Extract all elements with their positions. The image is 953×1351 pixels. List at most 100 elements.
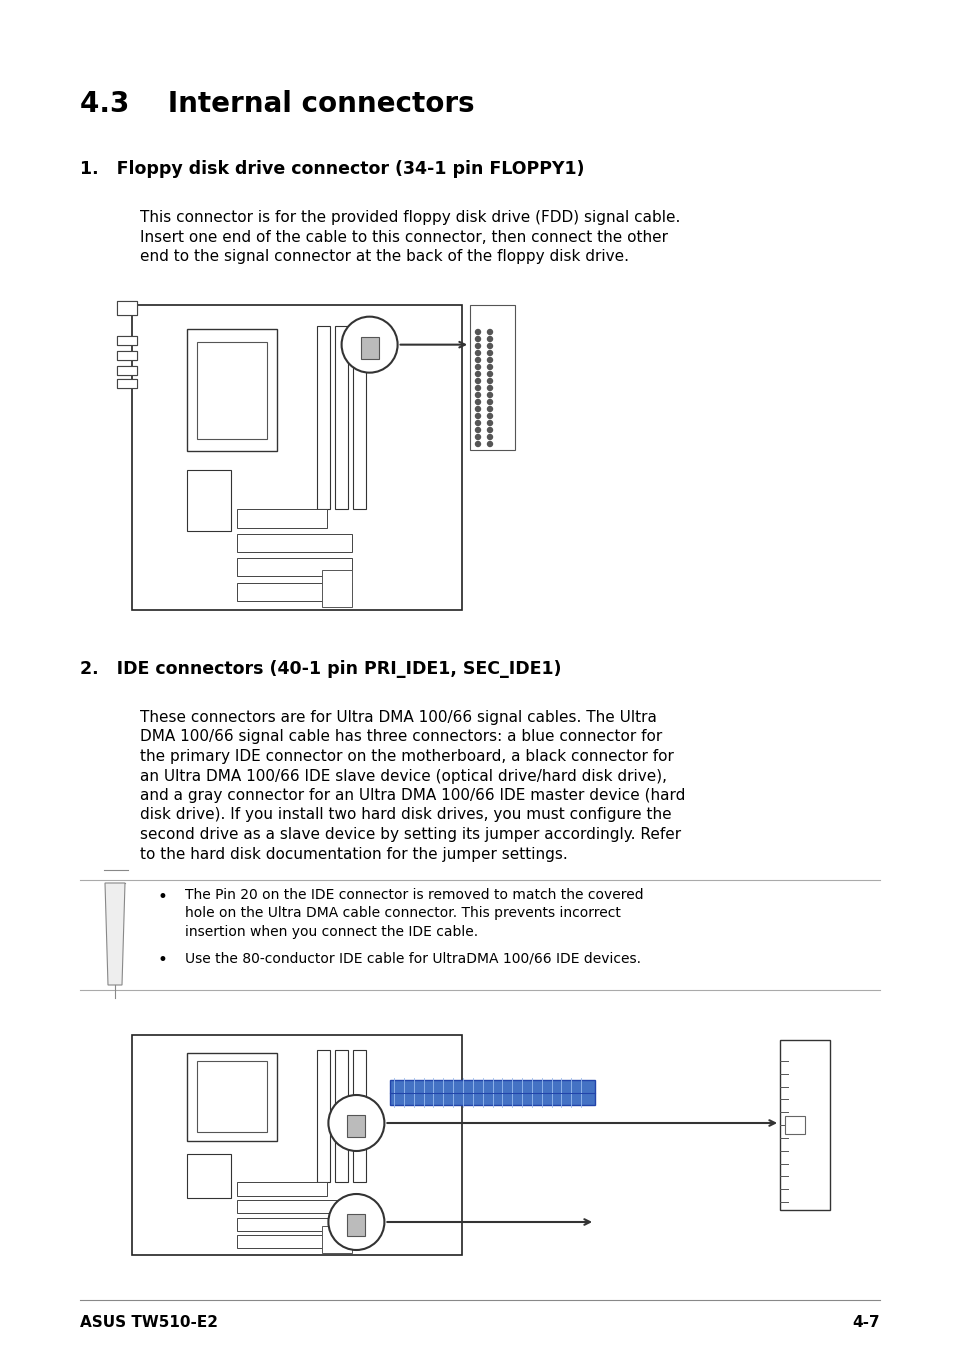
Bar xyxy=(390,1079,595,1105)
Bar xyxy=(117,336,137,345)
Bar xyxy=(353,327,366,509)
Circle shape xyxy=(487,442,492,446)
Circle shape xyxy=(475,427,480,432)
Bar xyxy=(335,1050,348,1182)
Text: and a gray connector for an Ultra DMA 100/66 IDE master device (hard: and a gray connector for an Ultra DMA 10… xyxy=(140,788,684,802)
Circle shape xyxy=(475,407,480,412)
Bar xyxy=(347,1115,365,1138)
Bar xyxy=(117,351,137,359)
Circle shape xyxy=(475,413,480,419)
Text: disk drive). If you install two hard disk drives, you must configure the: disk drive). If you install two hard dis… xyxy=(140,808,671,823)
Circle shape xyxy=(328,1096,384,1151)
Bar xyxy=(322,570,352,607)
Bar xyxy=(196,342,267,439)
Bar xyxy=(117,366,137,376)
Bar xyxy=(353,1050,366,1182)
Circle shape xyxy=(328,1194,384,1250)
Bar xyxy=(117,366,137,376)
Text: insertion when you connect the IDE cable.: insertion when you connect the IDE cable… xyxy=(185,925,477,939)
Text: 1.   Floppy disk drive connector (34-1 pin FLOPPY1): 1. Floppy disk drive connector (34-1 pin… xyxy=(80,159,584,178)
Circle shape xyxy=(475,435,480,439)
Polygon shape xyxy=(105,884,125,985)
Text: •: • xyxy=(158,888,168,907)
Bar xyxy=(117,351,137,359)
Text: The Pin 20 on the IDE connector is removed to match the covered: The Pin 20 on the IDE connector is remov… xyxy=(185,888,643,902)
Bar xyxy=(236,509,327,528)
Circle shape xyxy=(487,400,492,404)
Text: second drive as a slave device by setting its jumper accordingly. Refer: second drive as a slave device by settin… xyxy=(140,827,680,842)
Bar xyxy=(117,380,137,388)
Bar xyxy=(335,327,348,509)
Bar xyxy=(322,1227,352,1252)
Circle shape xyxy=(475,393,480,397)
Circle shape xyxy=(487,336,492,342)
Circle shape xyxy=(487,372,492,377)
Text: ASUS TW510-E2: ASUS TW510-E2 xyxy=(80,1315,218,1329)
Text: These connectors are for Ultra DMA 100/66 signal cables. The Ultra: These connectors are for Ultra DMA 100/6… xyxy=(140,711,657,725)
Circle shape xyxy=(475,358,480,362)
Circle shape xyxy=(487,343,492,349)
Bar xyxy=(117,301,137,315)
Bar xyxy=(784,1116,804,1133)
Bar xyxy=(117,380,137,388)
Circle shape xyxy=(487,378,492,384)
Bar xyxy=(236,1182,327,1196)
Circle shape xyxy=(475,378,480,384)
Circle shape xyxy=(487,435,492,439)
Text: 4-7: 4-7 xyxy=(851,1315,879,1329)
Circle shape xyxy=(475,365,480,370)
Bar xyxy=(470,305,515,450)
Bar xyxy=(187,1154,231,1198)
Bar xyxy=(187,470,231,531)
Circle shape xyxy=(475,442,480,446)
Bar xyxy=(187,1052,276,1140)
Bar xyxy=(132,305,461,611)
Text: end to the signal connector at the back of the floppy disk drive.: end to the signal connector at the back … xyxy=(140,249,628,263)
Bar xyxy=(236,582,352,601)
Circle shape xyxy=(487,420,492,426)
Circle shape xyxy=(341,316,397,373)
Bar xyxy=(132,1035,461,1255)
Circle shape xyxy=(475,336,480,342)
Circle shape xyxy=(475,385,480,390)
Circle shape xyxy=(487,413,492,419)
Text: This connector is for the provided floppy disk drive (FDD) signal cable.: This connector is for the provided flopp… xyxy=(140,209,679,226)
Bar xyxy=(117,301,137,315)
Circle shape xyxy=(487,427,492,432)
Circle shape xyxy=(475,350,480,355)
Circle shape xyxy=(487,330,492,335)
Text: •: • xyxy=(158,951,168,969)
Circle shape xyxy=(475,400,480,404)
Text: to the hard disk documentation for the jumper settings.: to the hard disk documentation for the j… xyxy=(140,847,567,862)
Bar xyxy=(236,1200,352,1213)
Text: Use the 80-conductor IDE cable for UltraDMA 100/66 IDE devices.: Use the 80-conductor IDE cable for Ultra… xyxy=(185,951,640,965)
Bar xyxy=(236,558,352,577)
Bar xyxy=(117,336,137,345)
Text: 2.   IDE connectors (40-1 pin PRI_IDE1, SEC_IDE1): 2. IDE connectors (40-1 pin PRI_IDE1, SE… xyxy=(80,661,561,678)
Bar xyxy=(360,336,378,358)
Bar xyxy=(236,1235,352,1248)
Circle shape xyxy=(487,358,492,362)
Bar xyxy=(187,330,276,451)
Text: 4.3    Internal connectors: 4.3 Internal connectors xyxy=(80,91,475,118)
Circle shape xyxy=(475,420,480,426)
Circle shape xyxy=(487,407,492,412)
Text: hole on the Ultra DMA cable connector. This prevents incorrect: hole on the Ultra DMA cable connector. T… xyxy=(185,907,620,920)
Bar xyxy=(236,534,352,553)
Text: Insert one end of the cable to this connector, then connect the other: Insert one end of the cable to this conn… xyxy=(140,230,667,245)
Circle shape xyxy=(475,372,480,377)
Circle shape xyxy=(487,365,492,370)
Circle shape xyxy=(475,343,480,349)
Text: an Ultra DMA 100/66 IDE slave device (optical drive/hard disk drive),: an Ultra DMA 100/66 IDE slave device (op… xyxy=(140,769,666,784)
Text: the primary IDE connector on the motherboard, a black connector for: the primary IDE connector on the motherb… xyxy=(140,748,673,765)
Bar xyxy=(316,1050,330,1182)
Circle shape xyxy=(475,330,480,335)
Bar xyxy=(316,327,330,509)
Circle shape xyxy=(487,385,492,390)
Bar xyxy=(236,1217,352,1231)
Bar xyxy=(780,1040,829,1210)
Text: DMA 100/66 signal cable has three connectors: a blue connector for: DMA 100/66 signal cable has three connec… xyxy=(140,730,661,744)
Circle shape xyxy=(487,350,492,355)
Circle shape xyxy=(487,393,492,397)
Bar xyxy=(196,1062,267,1132)
